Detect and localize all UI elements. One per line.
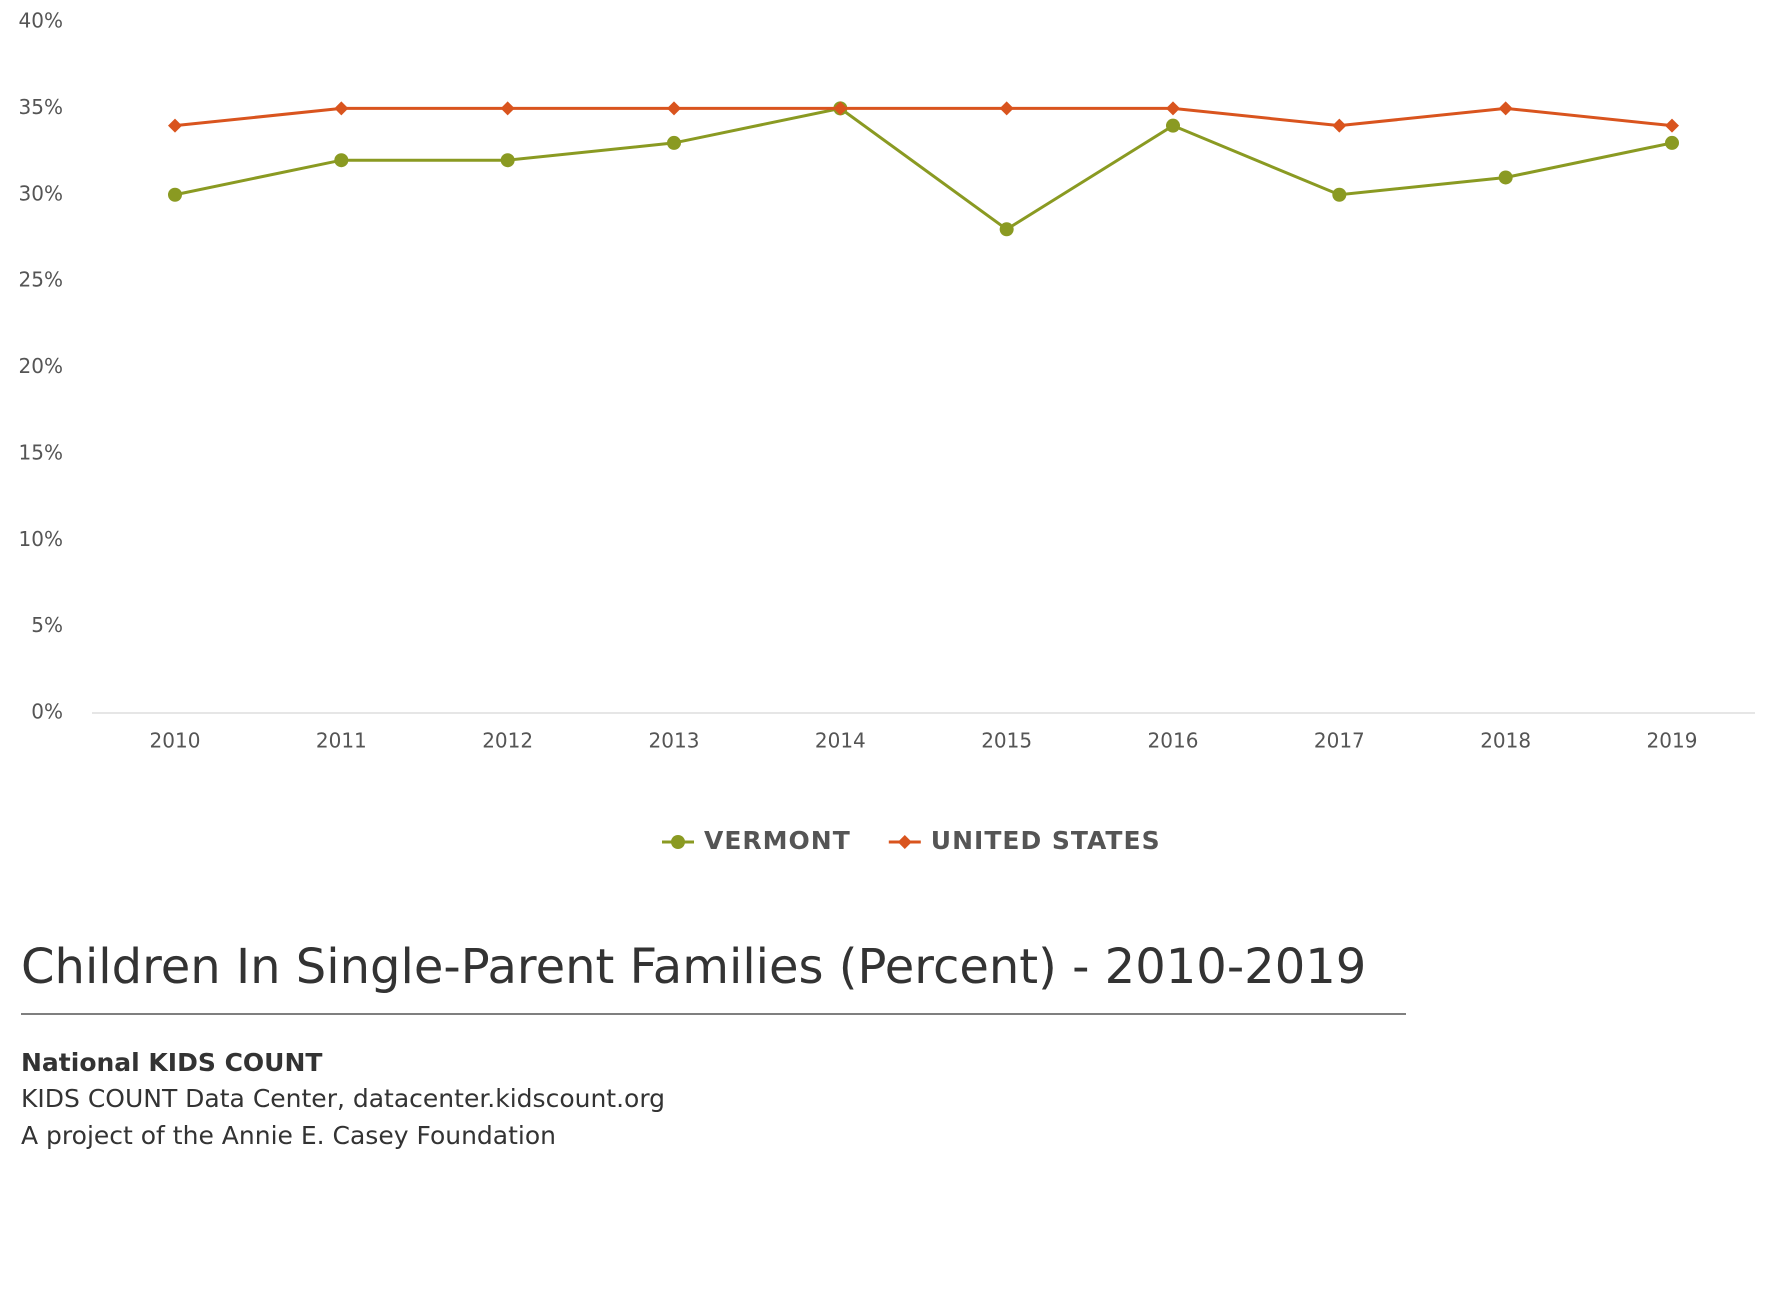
marker — [897, 835, 912, 849]
y-tick-label: 30% — [19, 181, 63, 205]
marker — [1332, 118, 1347, 133]
series-line — [174, 106, 1673, 232]
marker — [334, 153, 349, 168]
marker — [500, 101, 515, 116]
source-org: National KIDS COUNT — [21, 1048, 322, 1077]
source-line: A project of the Annie E. Casey Foundati… — [21, 1121, 556, 1150]
legend-label: VERMONT — [704, 826, 851, 855]
marker — [168, 118, 182, 133]
x-tick-label: 2017 — [1314, 729, 1365, 753]
marker — [667, 101, 681, 116]
legend-label: UNITED STATES — [931, 826, 1161, 855]
y-tick-label: 10% — [19, 527, 63, 551]
marker — [1166, 118, 1180, 133]
marker — [1498, 101, 1513, 116]
marker — [999, 222, 1014, 237]
marker — [1665, 135, 1679, 150]
marker — [999, 101, 1014, 116]
y-tick-label: 0% — [31, 700, 63, 724]
x-tick-label: 2012 — [482, 729, 533, 753]
y-tick-label: 20% — [19, 354, 63, 378]
marker — [671, 835, 685, 849]
y-tick-label: 15% — [19, 440, 63, 464]
x-tick-label: 2016 — [1148, 729, 1199, 753]
x-tick-label: 2014 — [815, 729, 866, 753]
marker — [1166, 101, 1180, 116]
marker — [1498, 170, 1513, 185]
marker — [168, 187, 182, 202]
y-tick-label: 35% — [19, 95, 63, 119]
source-line: KIDS COUNT Data Center, datacenter.kidsc… — [21, 1084, 665, 1113]
y-tick-label: 25% — [19, 268, 63, 292]
x-tick-label: 2015 — [981, 729, 1032, 753]
y-tick-label: 40% — [19, 9, 63, 33]
y-tick-label: 5% — [31, 613, 63, 637]
x-tick-label: 2010 — [150, 729, 201, 753]
x-tick-label: 2019 — [1647, 729, 1698, 753]
chart-title: Children In Single-Parent Families (Perc… — [21, 939, 1366, 995]
marker — [500, 153, 515, 168]
marker — [1332, 187, 1347, 202]
marker — [833, 101, 848, 116]
marker — [1665, 118, 1679, 133]
marker — [334, 101, 349, 116]
x-tick-label: 2018 — [1480, 729, 1531, 753]
x-tick-label: 2013 — [649, 729, 700, 753]
marker — [667, 135, 681, 150]
series-line — [174, 106, 1673, 128]
x-tick-label: 2011 — [316, 729, 367, 753]
